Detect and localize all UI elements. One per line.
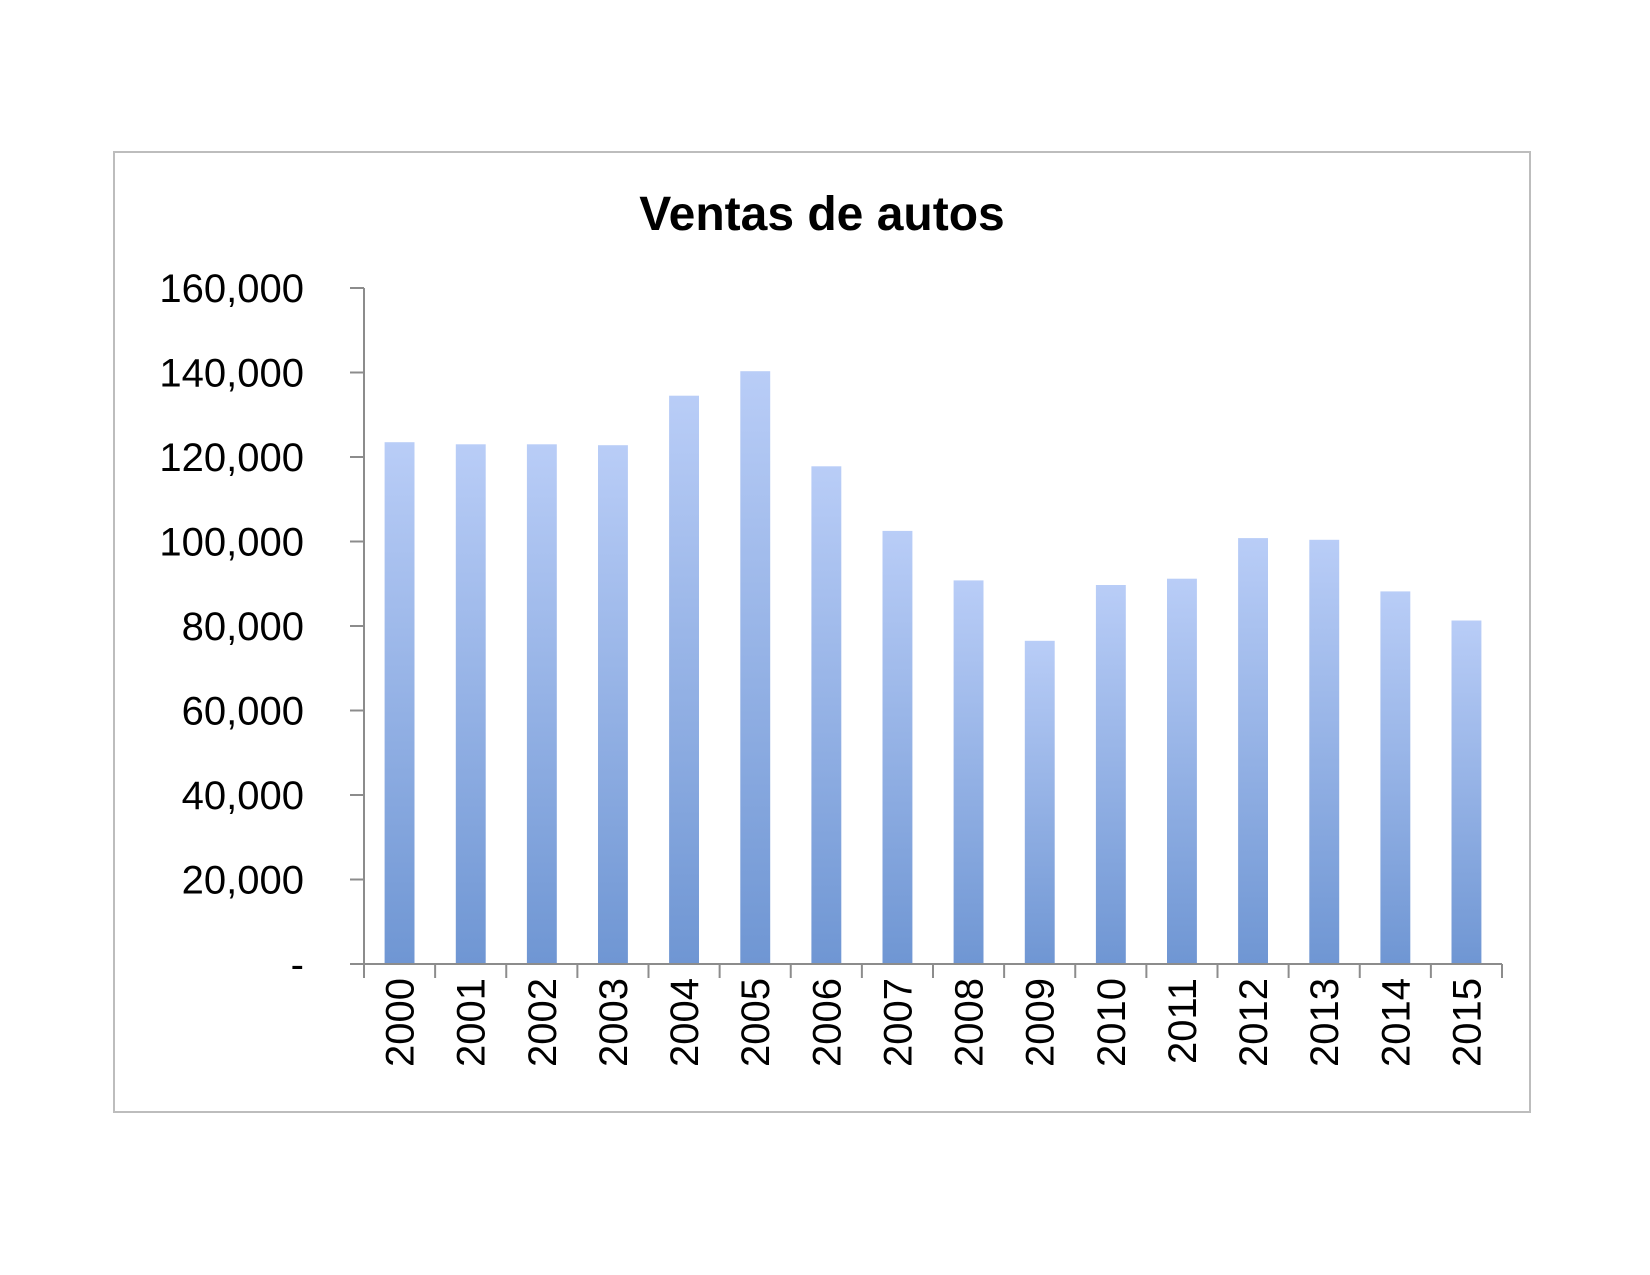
x-tick-label-2008: 2008 — [948, 978, 992, 1067]
bar-2004 — [669, 395, 699, 964]
bar-2008 — [953, 580, 984, 964]
x-tick-label-2002: 2002 — [521, 978, 565, 1067]
bar-2015 — [1451, 620, 1482, 964]
bar-2002 — [526, 444, 557, 964]
y-tick-label: 140,000 — [159, 352, 304, 396]
y-ticks-group: - 20,000 40,000 60,000 80,000 100,000 120,000 1… — [159, 267, 364, 987]
bar-2009 — [1024, 640, 1055, 964]
x-tick-label-2004: 2004 — [663, 978, 707, 1067]
x-tick-label-2001: 2001 — [450, 978, 494, 1067]
bar-2000 — [384, 442, 415, 964]
x-tick-label-2011: 2011 — [1161, 978, 1205, 1064]
x-tick-label-2000: 2000 — [379, 978, 423, 1067]
x-tick-label-2006: 2006 — [805, 978, 849, 1067]
y-tick-label: 80,000 — [182, 605, 304, 649]
y-tick-label: - — [291, 943, 304, 987]
x-tick-label-2007: 2007 — [876, 978, 920, 1067]
bar-2014 — [1380, 591, 1411, 964]
x-tick-label-2009: 2009 — [1019, 978, 1063, 1067]
y-tick-label: 120,000 — [159, 436, 304, 480]
x-tick-label-2014: 2014 — [1374, 978, 1418, 1067]
x-tick-label-2005: 2005 — [734, 978, 778, 1067]
y-tick-label: 20,000 — [182, 859, 304, 903]
bar-2010 — [1095, 585, 1126, 964]
y-tick-label: 160,000 — [159, 267, 304, 311]
bar-2006 — [811, 466, 842, 964]
x-ticks-group: 2000 2001 2002 2003 2004 2005 2006 2007 2008 2009… — [363, 964, 1503, 1067]
x-tick-label-2010: 2010 — [1090, 978, 1134, 1067]
bar-2003 — [598, 445, 628, 964]
bar-2005 — [740, 371, 771, 964]
y-tick-label: 100,000 — [159, 521, 304, 565]
y-tick-label: 40,000 — [182, 774, 304, 818]
bars-group — [384, 371, 1482, 964]
bar-2011 — [1167, 578, 1197, 964]
chart-title: Ventas de autos — [639, 188, 1004, 241]
x-tick-label-2013: 2013 — [1303, 978, 1347, 1067]
x-tick-label-2012: 2012 — [1232, 978, 1276, 1067]
bar-2013 — [1309, 539, 1340, 964]
x-tick-label-2003: 2003 — [592, 978, 636, 1067]
y-tick-label: 60,000 — [182, 690, 304, 734]
x-tick-label-2015: 2015 — [1445, 978, 1489, 1067]
bar-2001 — [455, 444, 486, 964]
bar-2012 — [1238, 538, 1268, 964]
bar-2007 — [882, 530, 913, 964]
